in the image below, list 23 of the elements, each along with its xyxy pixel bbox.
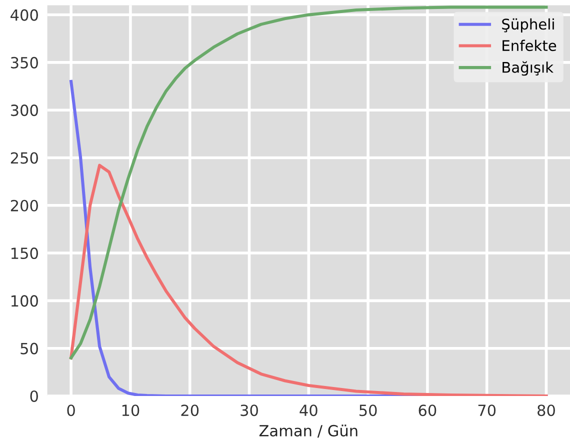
x-axis-title: Zaman / Gün xyxy=(259,424,358,438)
line-series xyxy=(70,164,548,396)
y-tick-label: 0 xyxy=(30,390,38,402)
y-tick-label: 400 xyxy=(10,9,38,21)
legend-label: Enfekte xyxy=(502,40,556,52)
y-tick-label: 150 xyxy=(11,248,38,260)
y-tick-label: 50 xyxy=(20,342,38,354)
x-tick-label: 40 xyxy=(300,404,318,416)
legend-label: Bağışık xyxy=(502,61,554,76)
y-tick-label: 100 xyxy=(11,295,38,307)
x-tick-label: 70 xyxy=(478,404,496,416)
x-tick-label: 50 xyxy=(360,404,377,416)
x-tick-label: 60 xyxy=(418,404,436,416)
y-tick-label: 300 xyxy=(10,104,38,116)
y-tick-label: 200 xyxy=(10,200,38,212)
y-tick-label: 350 xyxy=(10,56,38,68)
x-tick-label: 10 xyxy=(122,404,140,416)
y-tick-label: 250 xyxy=(10,152,38,164)
x-tick-label: 80 xyxy=(538,404,555,416)
legend-label: Şüpheli xyxy=(502,18,554,33)
x-tick-label: 30 xyxy=(240,404,258,416)
x-tick-label: 20 xyxy=(181,404,199,416)
x-tick-label: 0 xyxy=(67,404,75,416)
